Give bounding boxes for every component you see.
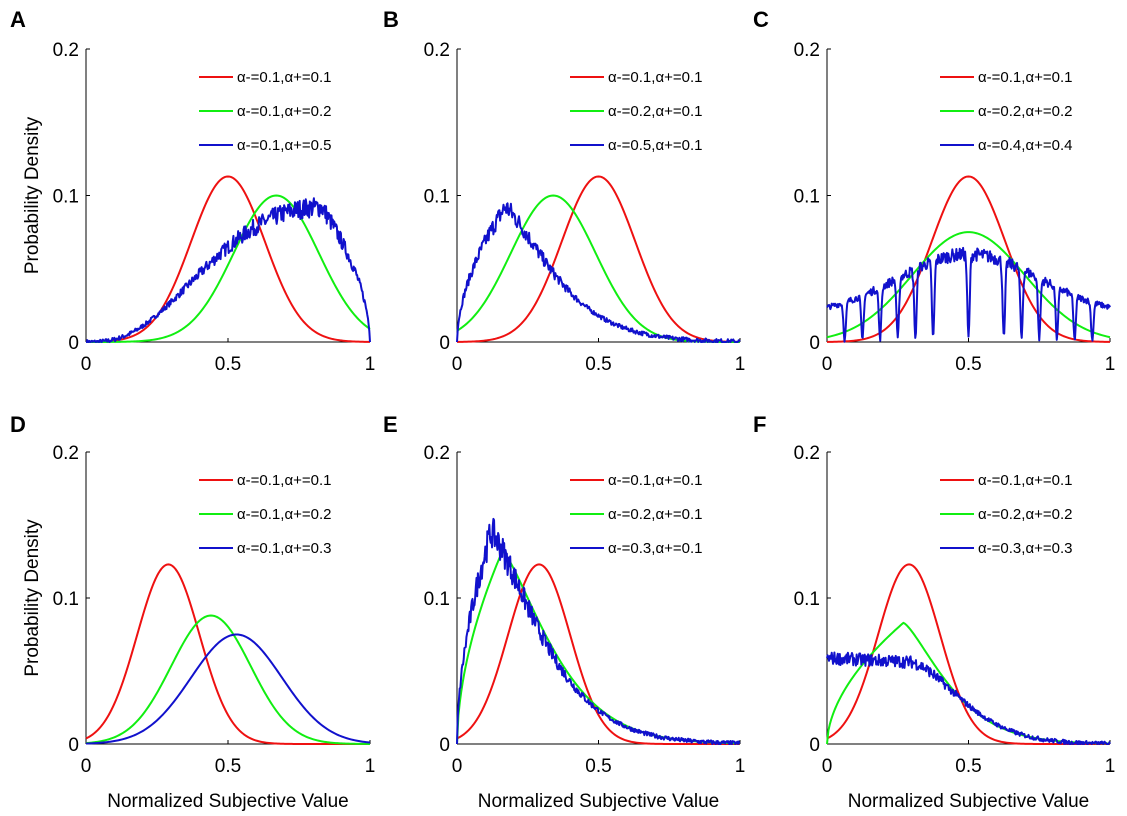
series-line-1 [826, 563, 1110, 745]
x-tick-label: 0.5 [215, 756, 241, 777]
series-line-3 [85, 197, 371, 343]
series-line-1 [85, 175, 371, 343]
panel-f: F 0 0.5 1 0 0.1 0.2 Normalized Subjective Value… [753, 412, 1115, 812]
legend: α-=0.1,α+=0.1 α-=0.2,α+=0.1 α-=0.5,α+=0.1 [570, 69, 703, 154]
legend-entry: α-=0.2,α+=0.1 [608, 506, 703, 523]
panel-e: E 0 0.5 1 0 0.1 0.2 Normalized Subjective Value… [383, 412, 745, 812]
y-tick-label: 0.1 [53, 187, 79, 208]
legend-entry: α-=0.1,α+=0.3 [237, 540, 332, 557]
legend-entry: α-=0.2,α+=0.1 [608, 103, 703, 120]
y-tick-label: 0.2 [424, 443, 450, 464]
legend: α-=0.1,α+=0.1 α-=0.1,α+=0.2 α-=0.1,α+=0.3 [199, 472, 332, 557]
y-tick-label: 0.2 [424, 40, 450, 61]
series-line-2 [85, 614, 371, 745]
legend-entry: α-=0.5,α+=0.1 [608, 137, 703, 154]
legend-entry: α-=0.1,α+=0.1 [608, 472, 703, 489]
series-line-1 [85, 563, 370, 745]
x-tick-label: 1 [1105, 354, 1116, 375]
x-tick-label: 0 [822, 354, 833, 375]
legend: α-=0.1,α+=0.1 α-=0.1,α+=0.2 α-=0.1,α+=0.5 [199, 69, 332, 154]
x-axis-label: Normalized Subjective Value [107, 791, 349, 812]
x-axis-label: Normalized Subjective Value [848, 791, 1090, 812]
legend-entry: α-=0.1,α+=0.1 [978, 69, 1073, 86]
x-tick-label: 0.5 [955, 756, 981, 777]
series-line-2 [826, 621, 1111, 745]
y-tick-label: 0 [439, 735, 450, 756]
legend-entry: α-=0.1,α+=0.1 [978, 472, 1073, 489]
legend-entry: α-=0.1,α+=0.1 [237, 69, 332, 86]
series-line-3 [826, 651, 1111, 745]
legend: α-=0.1,α+=0.1 α-=0.2,α+=0.2 α-=0.3,α+=0.3 [940, 472, 1073, 557]
panel-letter: C [753, 7, 769, 32]
y-tick-label: 0.1 [424, 187, 450, 208]
y-tick-label: 0.1 [424, 589, 450, 610]
legend-entry: α-=0.2,α+=0.2 [978, 506, 1073, 523]
series-line-3 [826, 246, 1111, 343]
series-line-1 [456, 175, 741, 343]
x-tick-label: 0 [81, 756, 92, 777]
y-tick-label: 0.1 [53, 589, 79, 610]
legend-entry: α-=0.4,α+=0.4 [978, 137, 1073, 154]
legend: α-=0.1,α+=0.1 α-=0.2,α+=0.1 α-=0.3,α+=0.1 [570, 472, 703, 557]
legend-entry: α-=0.1,α+=0.2 [237, 506, 332, 523]
panel-letter: F [753, 412, 766, 437]
x-tick-label: 0.5 [215, 354, 241, 375]
x-tick-label: 0.5 [955, 354, 981, 375]
series-line-3 [85, 633, 371, 745]
x-tick-label: 1 [735, 354, 746, 375]
legend-entry: α-=0.3,α+=0.1 [608, 540, 703, 557]
x-tick-label: 1 [1105, 756, 1116, 777]
panel-letter: E [383, 412, 398, 437]
x-axis-label: Normalized Subjective Value [478, 791, 720, 812]
panel-letter: B [383, 7, 399, 32]
y-tick-label: 0.2 [794, 443, 820, 464]
panel-letter: D [10, 412, 26, 437]
y-tick-label: 0.1 [794, 187, 820, 208]
y-tick-label: 0.1 [794, 589, 820, 610]
x-tick-label: 0 [452, 354, 463, 375]
panel-a: A 0 0.5 1 0 0.1 0.2 Probability Density α-=0.1,α… [10, 7, 375, 375]
legend-entry: α-=0.1,α+=0.1 [608, 69, 703, 86]
x-tick-label: 0 [81, 354, 92, 375]
y-axis-label: Probability Density [22, 519, 43, 677]
x-tick-label: 0 [822, 756, 833, 777]
y-tick-label: 0.2 [53, 40, 79, 61]
y-axis-label: Probability Density [22, 116, 43, 274]
y-tick-label: 0.2 [794, 40, 820, 61]
x-tick-label: 1 [735, 756, 746, 777]
series-line-3 [456, 517, 741, 745]
series-line-1 [456, 563, 740, 745]
series-line-3 [456, 202, 741, 343]
x-tick-label: 1 [365, 756, 376, 777]
x-tick-label: 0.5 [585, 354, 611, 375]
y-tick-label: 0 [68, 735, 79, 756]
series-line-1 [826, 175, 1111, 343]
y-tick-label: 0 [439, 333, 450, 354]
legend: α-=0.1,α+=0.1 α-=0.2,α+=0.2 α-=0.4,α+=0.4 [940, 69, 1073, 154]
y-tick-label: 0 [809, 735, 820, 756]
legend-entry: α-=0.3,α+=0.3 [978, 540, 1073, 557]
x-tick-label: 0.5 [585, 756, 611, 777]
legend-entry: α-=0.2,α+=0.2 [978, 103, 1073, 120]
x-tick-label: 0 [452, 756, 463, 777]
x-tick-label: 1 [365, 354, 376, 375]
panel-d: D 0 0.5 1 0 0.1 0.2 Probability Density Normaliz… [10, 412, 375, 812]
series-line-2 [86, 194, 371, 343]
panel-b: B0 0.5 100.10.2α-=0.1,α+=0.1α-=0.2,α+=0.1α… [383, 7, 745, 375]
legend-entry: α-=0.1,α+=0.5 [237, 137, 332, 154]
series-line-2 [826, 231, 1111, 339]
y-tick-label: 0 [68, 333, 79, 354]
legend-entry: α-=0.1,α+=0.2 [237, 103, 332, 120]
y-tick-label: 0.2 [53, 443, 79, 464]
legend-entry: α-=0.1,α+=0.1 [237, 472, 332, 489]
panel-letter: A [10, 7, 26, 32]
panel-c: C0 0.5 100.10.2α-=0.1,α+=0.1α-=0.2,α+=0.2α… [753, 7, 1115, 375]
y-tick-label: 0 [809, 333, 820, 354]
